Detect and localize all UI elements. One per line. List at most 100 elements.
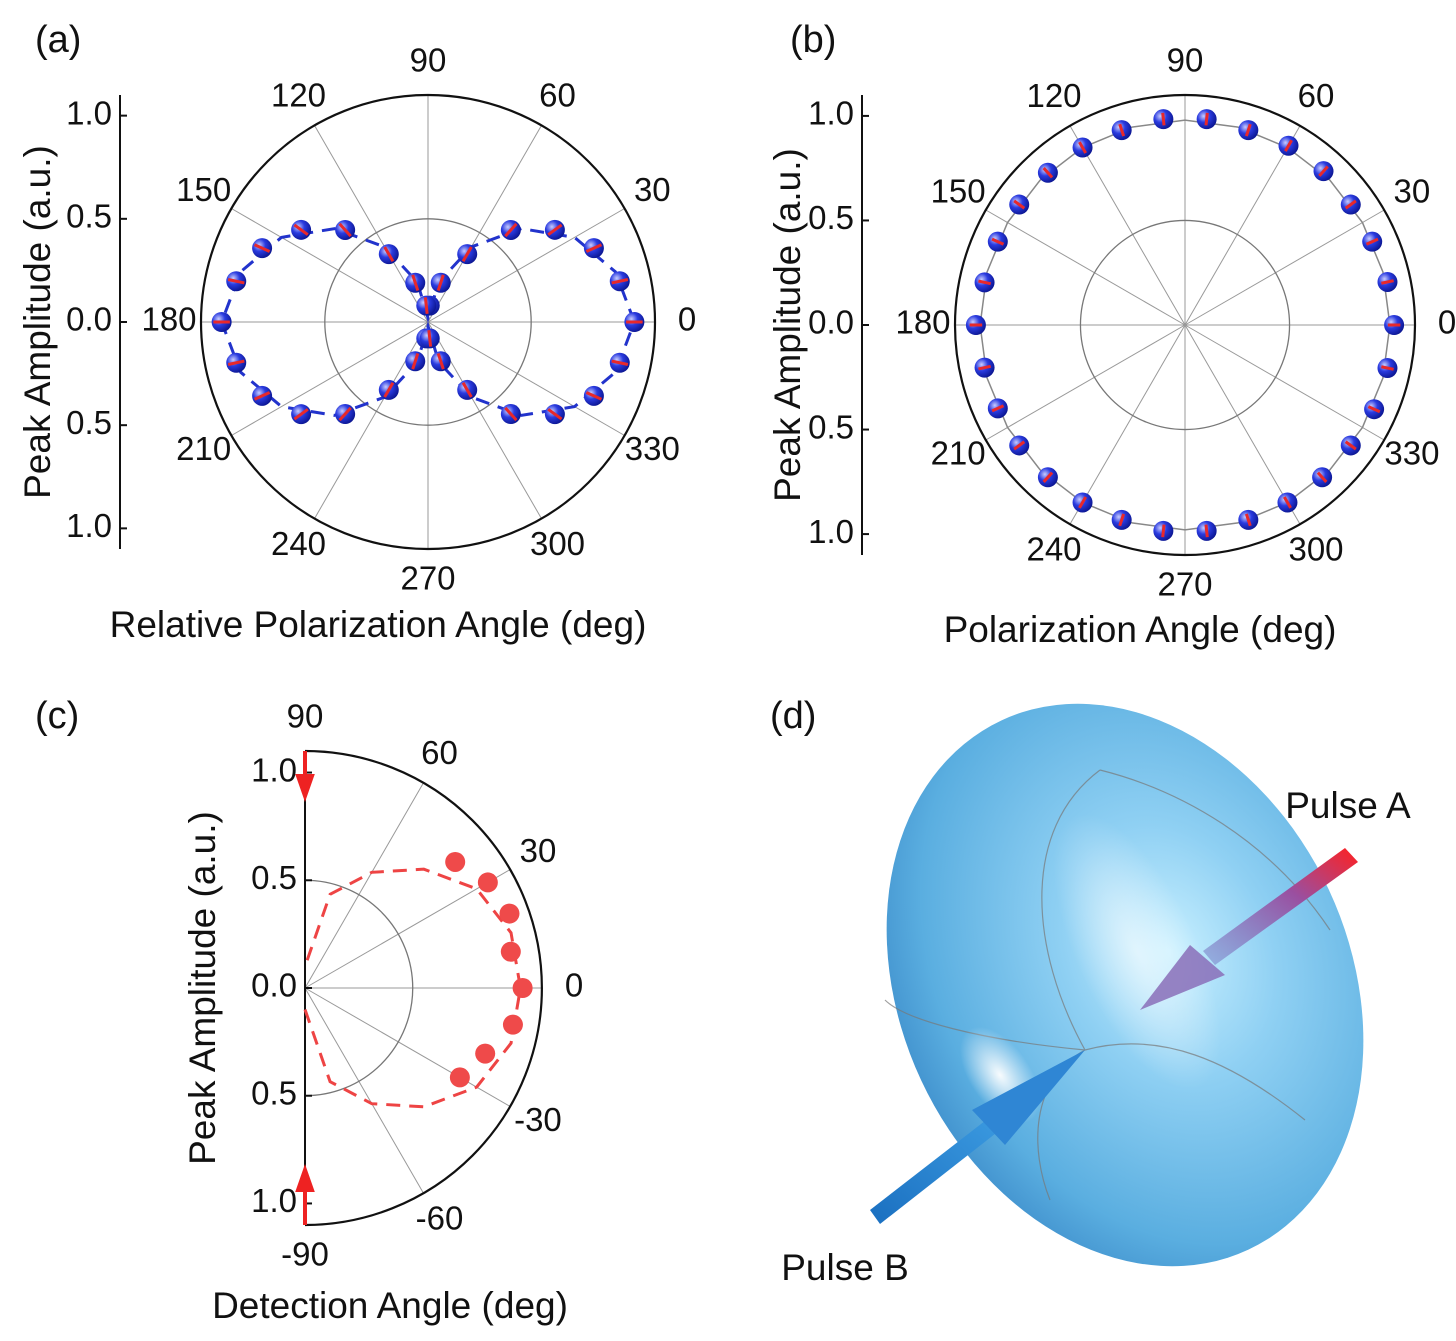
- theta-tick-label: 60: [539, 76, 576, 113]
- spoke: [1184, 125, 1301, 326]
- outer-circle: [199, 93, 657, 551]
- error-bar: [436, 274, 445, 292]
- spoke: [231, 208, 429, 323]
- y-tick-label: 1.0: [808, 95, 854, 132]
- error-bar: [293, 408, 309, 421]
- grid-circle: [304, 879, 414, 1097]
- error-bar: [253, 391, 271, 401]
- data-point: [512, 978, 533, 998]
- error-bar: [1013, 199, 1026, 210]
- theta-tick-label: 300: [1288, 531, 1343, 568]
- edge-arrow: [295, 1163, 315, 1225]
- spoke: [304, 869, 511, 989]
- highlight: [1053, 813, 1221, 1091]
- error-bar: [585, 391, 603, 401]
- spoke: [1069, 125, 1186, 326]
- error-bar: [504, 222, 518, 238]
- theta-tick-label: 120: [1026, 77, 1081, 114]
- y-tick-label: 0.0: [251, 967, 297, 1004]
- theta-tick-label: 210: [931, 435, 986, 472]
- theta-tick-label: 90: [1167, 42, 1204, 79]
- error-bar: [1244, 123, 1252, 137]
- y-tick-label: 0.5: [66, 404, 112, 441]
- spoke: [427, 208, 625, 323]
- error-bar: [383, 246, 395, 262]
- y-tick-label: 1.0: [808, 513, 854, 550]
- y-tick-label: 0.5: [251, 1074, 297, 1111]
- y-tick-label: 0.5: [808, 199, 854, 236]
- theta-tick-label: 120: [271, 76, 326, 113]
- y-tick-label: 1.0: [66, 507, 112, 544]
- error-bar: [1013, 440, 1026, 451]
- error-bar: [1042, 471, 1054, 483]
- spoke: [304, 782, 424, 989]
- theta-tick-label: 30: [520, 832, 557, 869]
- data-point: [499, 903, 520, 924]
- spoke: [1184, 324, 1385, 441]
- theta-tick-label: 150: [176, 171, 231, 208]
- error-bar: [1118, 513, 1126, 527]
- error-bar: [461, 382, 473, 398]
- pulse-a-label: Pulse A: [1285, 785, 1411, 826]
- data-point: [477, 872, 498, 893]
- panel-label: (c): [35, 695, 79, 737]
- panel-label: (a): [35, 19, 81, 61]
- error-bar: [547, 408, 563, 421]
- error-bar: [411, 274, 420, 292]
- error-bar: [1078, 496, 1087, 509]
- error-bar: [1316, 471, 1328, 483]
- spoke: [1184, 324, 1301, 525]
- spoke: [314, 321, 429, 519]
- error-bar: [461, 246, 473, 262]
- theta-tick-label: 30: [634, 171, 671, 208]
- theta-tick-label: -60: [416, 1200, 464, 1237]
- data-point: [500, 941, 521, 962]
- pulse-b-arrowhead: [972, 1050, 1085, 1145]
- y-tick-label: 0.5: [66, 198, 112, 235]
- theta-tick-label: 240: [1026, 531, 1081, 568]
- error-bar: [1118, 123, 1126, 137]
- error-bar: [1367, 405, 1381, 414]
- error-bar: [1283, 496, 1292, 509]
- grid-circle: [1079, 219, 1291, 431]
- outer-circle: [953, 93, 1417, 557]
- error-bar: [1381, 365, 1394, 371]
- panel-d: (d) Pulse A Pulse B: [770, 695, 1411, 1288]
- y-tick-label: 0.5: [808, 408, 854, 445]
- x-axis-label: Relative Polarization Angle (deg): [110, 604, 647, 645]
- error-bar: [1042, 167, 1054, 179]
- spoke: [427, 125, 542, 323]
- data-point: [449, 1067, 470, 1088]
- pulse-b-label: Pulse B: [781, 1247, 909, 1288]
- spoke: [427, 321, 625, 436]
- y-axis-label: Peak Amplitude (a.u.): [182, 811, 223, 1165]
- data-point: [502, 1014, 523, 1035]
- data-point: [445, 851, 466, 872]
- error-bar: [383, 382, 395, 398]
- theta-tick-label: 0: [678, 301, 696, 338]
- spoke: [427, 321, 542, 519]
- theta-tick-label: 180: [141, 301, 196, 338]
- pulse-a-arrow: [1203, 848, 1358, 965]
- theta-tick-label: 270: [400, 560, 455, 597]
- spoke: [1184, 209, 1385, 326]
- panel-label: (d): [770, 695, 816, 737]
- spoke: [1069, 324, 1186, 525]
- error-bar: [1161, 112, 1166, 126]
- error-bar: [978, 279, 992, 286]
- edge-arrow: [295, 751, 315, 803]
- panel-label: (b): [790, 19, 836, 61]
- y-tick-label: 0.0: [808, 304, 854, 341]
- spoke: [231, 321, 429, 436]
- error-bar: [1344, 440, 1357, 451]
- y-tick-label: 1.0: [251, 1182, 297, 1219]
- outer-circle: [304, 749, 544, 1227]
- error-bar: [436, 352, 445, 370]
- theta-tick-label: 90: [410, 42, 447, 79]
- error-bar: [1381, 279, 1394, 285]
- error-bar: [1161, 524, 1166, 538]
- error-bar: [1204, 112, 1209, 126]
- pulse-a-arrowhead: [1140, 945, 1225, 1010]
- error-bar: [338, 222, 352, 238]
- theta-tick-label: 90: [287, 698, 324, 735]
